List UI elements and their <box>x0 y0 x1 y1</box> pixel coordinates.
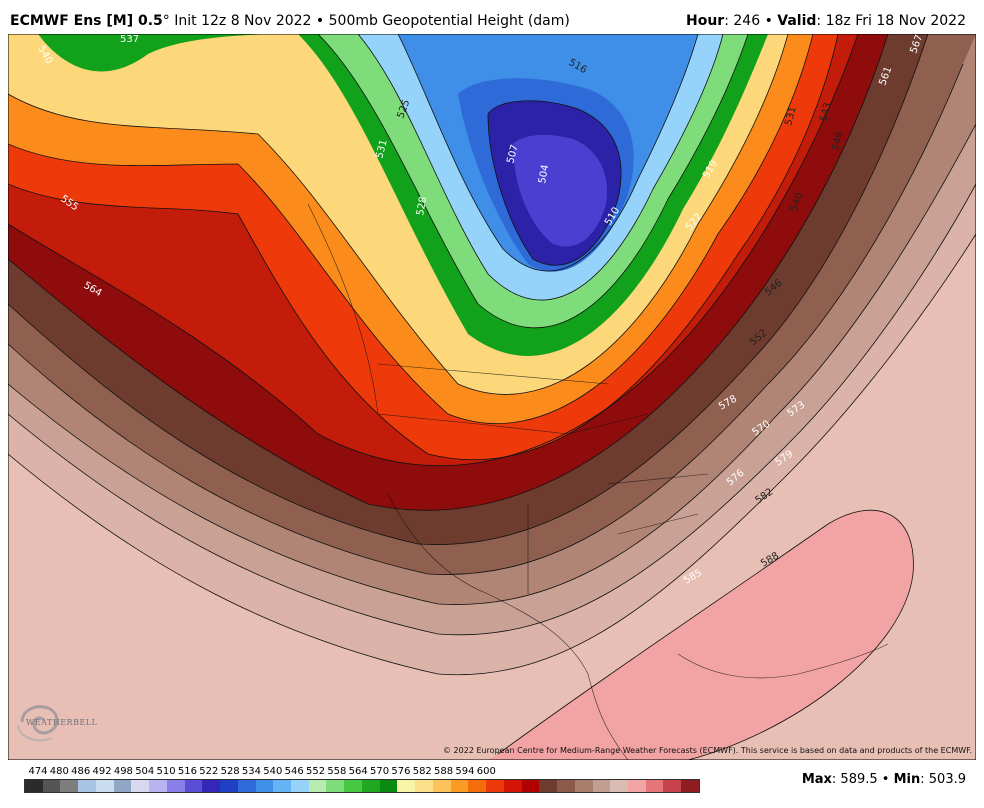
swirl-icon <box>17 705 59 742</box>
header-separator: • <box>764 13 773 29</box>
colorbar-swatch <box>663 780 682 792</box>
colorbar <box>24 779 700 793</box>
colorbar-tick-label: 558 <box>327 766 347 777</box>
colorbar-tick-label: 522 <box>199 766 219 777</box>
colorbar-swatch <box>78 780 96 792</box>
colorbar-tick-label: 600 <box>476 766 496 777</box>
colorbar-swatch <box>503 780 522 792</box>
contour-label: 549 <box>830 130 846 151</box>
valid-time-header: Hour: 246 • Valid: 18z Fri 18 Nov 2022 <box>686 13 966 29</box>
colorbar-tick-label: 480 <box>49 766 69 777</box>
colorbar-swatch <box>255 780 274 792</box>
colorbar-tick-label: 546 <box>284 766 304 777</box>
colorbar-tick-label: 516 <box>177 766 197 777</box>
contour-label: 531 <box>783 105 799 126</box>
contour-label: 528 <box>415 196 429 217</box>
contour-lines <box>8 34 976 760</box>
colorbar-tick-label: 534 <box>241 766 262 777</box>
colorbar-tick-label: 492 <box>92 766 112 777</box>
colorbar-swatch <box>450 780 469 792</box>
degree-sign: ° <box>162 13 170 29</box>
geopotential-map: 540 537 555 564 516 525 507 504 519 522 … <box>8 34 976 760</box>
colorbar-swatch <box>308 780 327 792</box>
colorbar-swatch <box>184 780 203 792</box>
colorbar-tick-labels: 474 480 486 492 498 504 510 516 522 528 534 540 546 5… <box>24 766 704 778</box>
colorbar-swatch <box>291 780 309 792</box>
colorbar-swatch <box>131 780 150 792</box>
colorbar-tick-label: 510 <box>156 766 176 777</box>
colorbar-tick-label: 486 <box>71 766 91 777</box>
colorbar-tick-label: 570 <box>370 766 390 777</box>
contour-label: 504 <box>537 164 551 185</box>
colorbar-swatch <box>468 780 487 792</box>
contour-label: 543 <box>818 101 834 122</box>
hour-value: : 246 <box>724 13 761 29</box>
field-stats: Max: 589.5 • Min: 503.9 <box>802 772 966 787</box>
colorbar-swatch <box>273 780 292 792</box>
colorbar-swatch <box>361 780 380 792</box>
colorbar-swatch <box>113 780 132 792</box>
colorbar-swatch <box>42 780 61 792</box>
max-label: Max <box>801 772 832 787</box>
colorbar-swatch <box>379 780 398 792</box>
geographic-borders <box>307 203 889 760</box>
colorbar-swatch <box>557 780 575 792</box>
colorbar-swatch <box>539 780 558 792</box>
colorbar-swatch <box>25 780 43 792</box>
colorbar-swatch <box>432 780 451 792</box>
contour-label: 537 <box>120 34 139 45</box>
band-504 <box>513 134 608 247</box>
min-label: Min <box>893 772 921 787</box>
colorbar-tick-label: 498 <box>113 766 133 777</box>
colorbar-swatch <box>149 780 167 792</box>
colorbar-tick-label: 564 <box>348 766 368 777</box>
colorbar-tick-label: 474 <box>28 766 48 777</box>
colorbar-swatch <box>521 780 540 792</box>
band-588 <box>488 510 914 760</box>
colorbar-swatch <box>344 780 362 792</box>
colorbar-tick-label: 552 <box>305 766 326 777</box>
logo-text: WEATHERBELL <box>26 718 98 727</box>
max-value: : 589.5 <box>831 772 878 787</box>
colorbar-swatch <box>415 780 433 792</box>
init-time: Init 12z 8 Nov 2022 <box>174 13 312 29</box>
colorbar-tick-label: 594 <box>455 766 475 777</box>
title-separator: • <box>315 13 325 29</box>
copyright-notice: © 2022 European Centre for Medium-Range … <box>443 746 972 755</box>
weatherbell-logo <box>14 698 74 746</box>
colorbar-tick-label: 582 <box>412 766 432 777</box>
valid-label: Valid <box>777 13 817 29</box>
field-name: 500mb Geopotential Height (dam) <box>328 13 570 29</box>
colorbar-swatch <box>202 780 221 792</box>
model-name: ECMWF Ens [M] 0.5 <box>10 13 163 29</box>
min-value: : 503.9 <box>920 772 966 787</box>
colorbar-swatch <box>220 780 238 792</box>
colorbar-swatch <box>486 780 504 792</box>
colorbar-swatch <box>326 780 345 792</box>
colorbar-swatch <box>397 780 416 792</box>
contour-label: 507 <box>505 143 521 164</box>
colorbar-tick-label: 540 <box>263 766 283 777</box>
colorbar-swatch <box>166 780 185 792</box>
colorbar-tick-label: 576 <box>391 766 411 777</box>
colorbar-swatch <box>645 780 664 792</box>
valid-value: : 18z Fri 18 Nov 2022 <box>816 13 966 29</box>
colorbar-tick-label: 588 <box>434 766 454 777</box>
colorbar-swatch <box>95 780 114 792</box>
colorbar-tick-label: 528 <box>220 766 240 777</box>
colorbar-swatch <box>610 780 628 792</box>
contour-label: 531 <box>374 138 390 159</box>
colorbar-swatch <box>237 780 256 792</box>
colorbar-tick-label: 504 <box>135 766 155 777</box>
colorbar-swatch <box>681 780 699 792</box>
stats-separator: • <box>881 772 890 787</box>
colorbar-swatch <box>592 780 611 792</box>
hour-label: Hour <box>686 13 725 29</box>
colorbar-swatch <box>627 780 646 792</box>
colorbar-swatch <box>60 780 79 792</box>
colorbar-swatch <box>574 780 593 792</box>
chart-title: ECMWF Ens [M] 0.5° Init 12z 8 Nov 2022 •… <box>10 13 570 29</box>
